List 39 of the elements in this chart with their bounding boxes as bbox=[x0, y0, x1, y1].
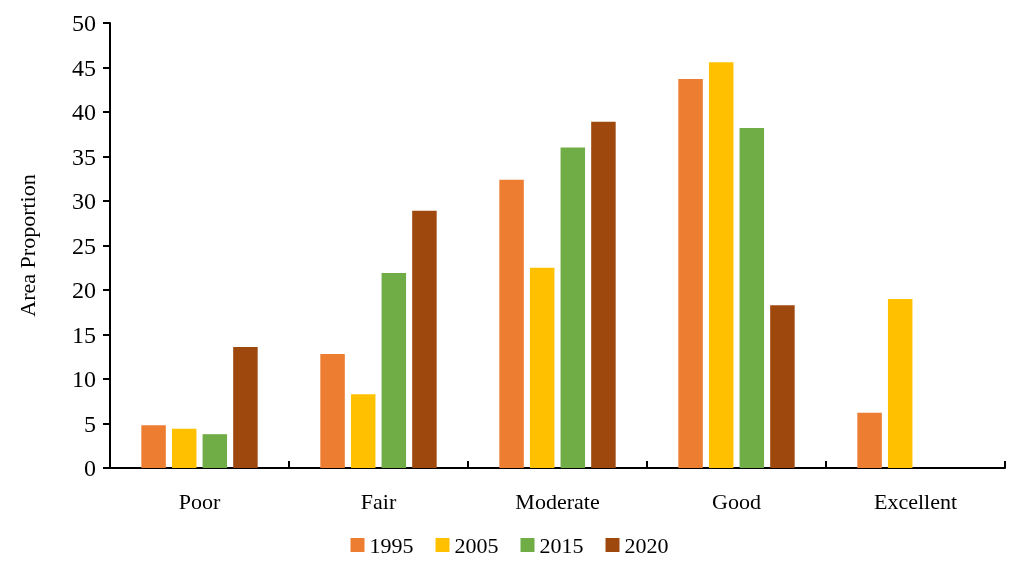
legend-label: 2005 bbox=[454, 532, 499, 558]
y-tick-label: 30 bbox=[72, 188, 96, 214]
bar bbox=[529, 267, 555, 468]
x-tick-label: Fair bbox=[360, 488, 397, 514]
bar bbox=[202, 434, 228, 468]
y-tick-label: 40 bbox=[72, 99, 96, 125]
y-tick-label: 10 bbox=[72, 366, 96, 392]
bar bbox=[412, 210, 437, 468]
bar bbox=[499, 179, 524, 468]
bar bbox=[887, 298, 913, 468]
bar bbox=[141, 425, 166, 468]
bar bbox=[350, 394, 376, 468]
legend-label: 2015 bbox=[539, 532, 584, 558]
legend-label: 1995 bbox=[369, 532, 414, 558]
bar bbox=[381, 273, 407, 468]
y-tick-label: 25 bbox=[72, 232, 96, 259]
y-tick-label: 5 bbox=[84, 410, 96, 437]
bar bbox=[708, 62, 734, 468]
bar bbox=[678, 79, 703, 468]
y-tick-label: 45 bbox=[72, 54, 96, 81]
x-tick-label: Excellent bbox=[873, 488, 958, 514]
x-tick-label: Poor bbox=[178, 488, 221, 514]
bar bbox=[770, 305, 795, 468]
bar bbox=[857, 412, 882, 468]
y-tick-label: 20 bbox=[72, 277, 96, 303]
legend-label: 2020 bbox=[624, 532, 669, 558]
x-tick-label: Good bbox=[712, 488, 761, 514]
bar bbox=[739, 128, 765, 468]
y-tick-label: 50 bbox=[72, 10, 96, 36]
bar bbox=[320, 354, 345, 468]
bar bbox=[560, 147, 586, 468]
y-tick-label: 0 bbox=[84, 455, 96, 481]
bar bbox=[171, 428, 197, 468]
y-tick-label: 15 bbox=[72, 321, 96, 348]
bar bbox=[591, 121, 616, 468]
bar bbox=[233, 346, 258, 468]
y-tick-label: 35 bbox=[72, 143, 96, 170]
x-tick-label: Moderate bbox=[515, 488, 600, 514]
y-axis-title: Area Proportion bbox=[14, 174, 40, 317]
